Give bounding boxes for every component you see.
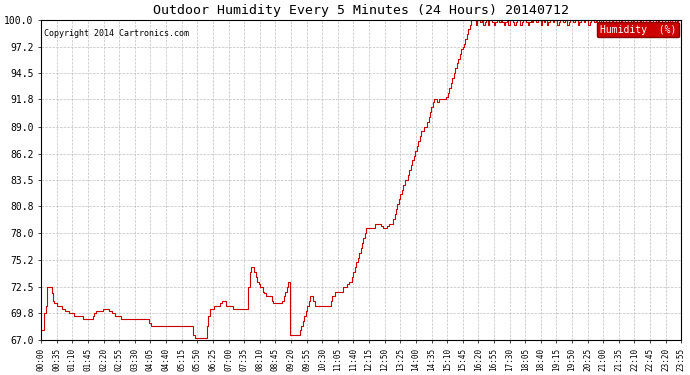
Title: Outdoor Humidity Every 5 Minutes (24 Hours) 20140712: Outdoor Humidity Every 5 Minutes (24 Hou… xyxy=(153,4,569,17)
Legend: Humidity  (%): Humidity (%) xyxy=(597,22,680,38)
Text: Copyright 2014 Cartronics.com: Copyright 2014 Cartronics.com xyxy=(44,29,189,38)
